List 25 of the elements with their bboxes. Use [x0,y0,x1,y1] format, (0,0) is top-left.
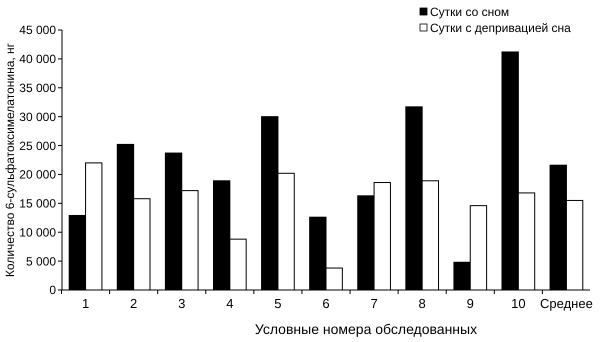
x-tick-label: Среднее [540,296,593,311]
x-tick-label: 5 [274,296,282,311]
legend-label: Сутки с депривацией сна [430,21,572,35]
x-tick-label: 8 [418,296,426,311]
y-tick-label: 0 [49,283,56,298]
y-tick-label: 30 000 [19,110,56,124]
x-tick-label: 2 [130,296,138,311]
x-tick-label: 3 [178,296,186,311]
y-tick-label: 40 000 [19,52,56,66]
x-tick-label: 7 [370,296,378,311]
x-tick-label: 9 [466,296,474,311]
y-tick-label: 45 000 [19,23,56,38]
y-axis-title: Количество 6-сульфатоксимелатонина, нг [3,42,17,278]
y-tick-label: 25 000 [19,138,56,153]
x-axis-title: Условные номера обследованных [254,321,478,337]
y-tick-label: 35 000 [19,80,56,95]
y-tick-label: 5 000 [26,254,56,268]
legend-label: Сутки со сном [430,5,510,19]
y-tick-label: 10 000 [19,225,56,240]
y-tick-label: 20 000 [19,168,56,182]
x-tick-label: 10 [511,296,526,311]
x-tick-label: 6 [322,296,330,311]
x-tick-label: 1 [82,296,90,311]
y-tick-label: 15 000 [19,196,56,211]
x-tick-label: 4 [226,296,234,311]
